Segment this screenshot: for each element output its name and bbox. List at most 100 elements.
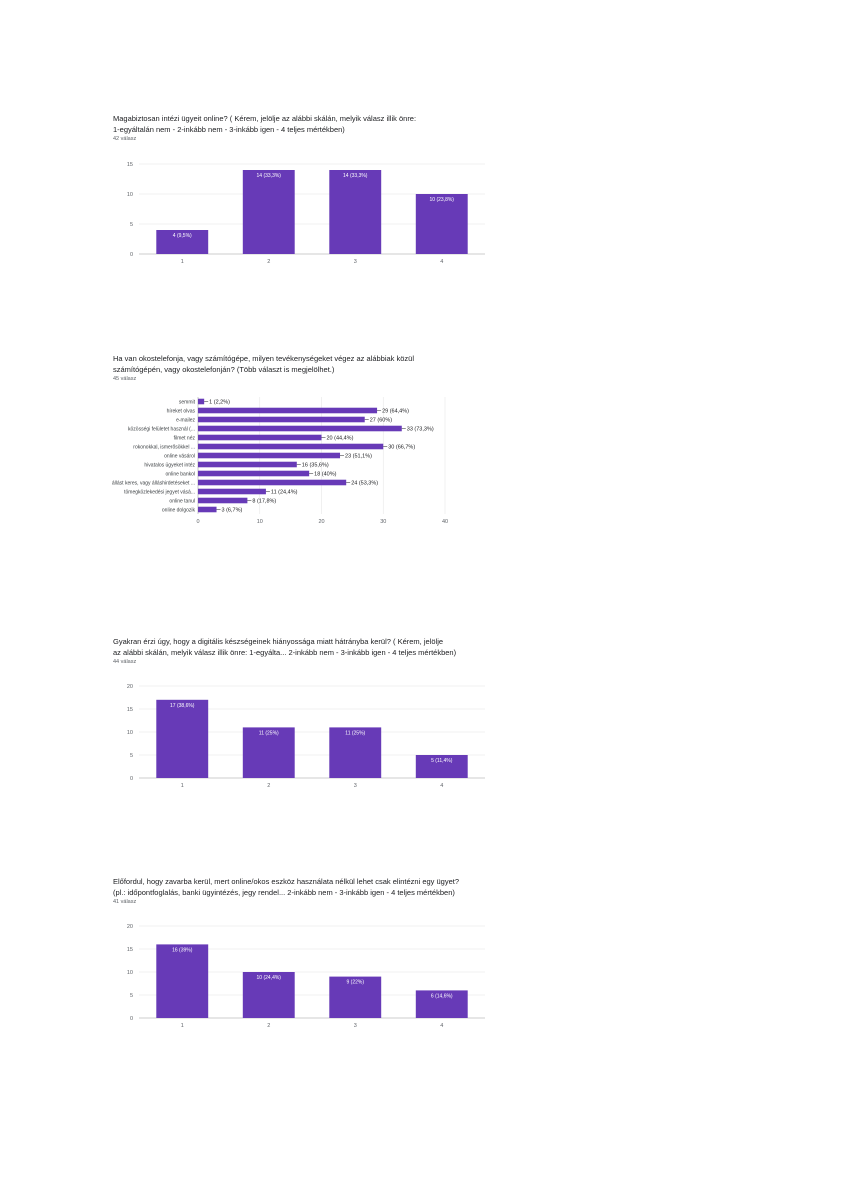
question-1-panel: Magabiztosan intézi ügyeit online? ( Kér… bbox=[113, 113, 485, 142]
x-tick-label: 4 bbox=[440, 783, 443, 789]
data-label: 6 (14,6%) bbox=[431, 993, 453, 999]
x-tick-label: 3 bbox=[354, 259, 357, 265]
data-label: 18 (40%) bbox=[314, 472, 336, 478]
bar bbox=[415, 194, 468, 254]
question-4-title-line2: (pl.: időpontfoglalás, banki ügyintézés,… bbox=[113, 888, 455, 897]
bar bbox=[329, 727, 382, 778]
x-tick-label: 2 bbox=[267, 1023, 270, 1029]
data-label: 11 (25%) bbox=[345, 730, 365, 736]
question-2-title-line1: Ha van okostelefonja, vagy számítógépe, … bbox=[113, 354, 415, 363]
category-label: rokonokkal, ismerősökkel ... bbox=[133, 445, 195, 451]
category-label: semmit bbox=[179, 400, 196, 406]
bar bbox=[329, 976, 382, 1018]
bar bbox=[156, 699, 209, 778]
category-label: online bankol bbox=[166, 472, 195, 478]
question-1-response-count: 42 válasz bbox=[113, 136, 137, 142]
y-tick-label: 0 bbox=[130, 776, 133, 782]
question-3-panel: Gyakran érzi úgy, hogy a digitális készs… bbox=[113, 636, 485, 665]
y-tick-label: 20 bbox=[127, 684, 133, 690]
bar bbox=[198, 461, 297, 468]
bar bbox=[198, 488, 266, 495]
bar bbox=[242, 170, 295, 254]
data-label: 8 (17,8%) bbox=[252, 499, 276, 505]
category-label: online dolgozik bbox=[162, 508, 196, 514]
chart-2: 0 10 20 30 40 semmit 1 (2,2%) híreket olvas 29 (… bbox=[112, 397, 448, 525]
y-tick-label: 10 bbox=[127, 970, 133, 976]
data-label: 27 (60%) bbox=[370, 418, 392, 424]
bar bbox=[198, 470, 310, 477]
y-tick-label: 15 bbox=[127, 162, 133, 168]
data-label: 10 (23,8%) bbox=[430, 197, 455, 203]
bar bbox=[198, 479, 347, 486]
question-3-title-line1: Gyakran érzi úgy, hogy a digitális készs… bbox=[113, 637, 444, 646]
data-label: 14 (33,3%) bbox=[343, 173, 368, 179]
question-1-title-line2: 1-egyáltalán nem - 2-inkább nem - 3-inká… bbox=[113, 125, 345, 134]
x-tick-label: 4 bbox=[440, 259, 443, 265]
x-tick-label: 1 bbox=[181, 783, 184, 789]
data-label: 10 (24,4%) bbox=[257, 975, 282, 981]
bar bbox=[198, 452, 341, 459]
bar bbox=[198, 434, 322, 441]
y-tick-label: 10 bbox=[127, 192, 133, 198]
x-tick-label: 40 bbox=[442, 519, 448, 525]
question-2-title-line2: számítógépén, vagy okostelefonján? (Több… bbox=[113, 365, 335, 374]
y-tick-label: 15 bbox=[127, 947, 133, 953]
data-label: 29 (64,4%) bbox=[382, 409, 409, 415]
question-4-title-line1: Előfordul, hogy zavarba kerül, mert onli… bbox=[113, 877, 460, 886]
x-tick-label: 20 bbox=[318, 519, 324, 525]
bar bbox=[242, 727, 295, 778]
data-label: 1 (2,2%) bbox=[209, 400, 230, 406]
bar bbox=[198, 425, 402, 432]
x-tick-label: 30 bbox=[380, 519, 386, 525]
y-tick-label: 5 bbox=[130, 222, 133, 228]
data-label: 33 (73,3%) bbox=[407, 427, 434, 433]
x-tick-label: 3 bbox=[354, 783, 357, 789]
category-label: tömegközlekedési jegyet vásá... bbox=[124, 490, 195, 496]
y-tick-label: 5 bbox=[130, 753, 133, 759]
data-label: 11 (24,4%) bbox=[271, 490, 298, 496]
chart-1: 0 5 10 15 4 (9,5%) 1 14 (33,3%) 2 14 (33,3%) 3 10 … bbox=[127, 162, 485, 265]
chart-3: 0 5 10 15 20 17 (38,6%) 1 11 (25%) 2 11 (25%) 3 5 (… bbox=[127, 684, 485, 789]
data-label: 30 (66,7%) bbox=[388, 445, 415, 451]
bar bbox=[242, 972, 295, 1018]
x-tick-label: 2 bbox=[267, 259, 270, 265]
category-label: online vásárol bbox=[164, 454, 195, 460]
question-2-panel: Ha van okostelefonja, vagy számítógépe, … bbox=[113, 353, 485, 382]
data-label: 20 (44,4%) bbox=[327, 436, 354, 442]
data-label: 5 (11,4%) bbox=[431, 758, 453, 764]
bar bbox=[415, 990, 468, 1018]
question-3-title-line2: az alábbi skálán, melyik válasz illik ön… bbox=[113, 648, 457, 657]
bar bbox=[329, 170, 382, 254]
data-label: 3 (6,7%) bbox=[222, 508, 243, 514]
x-tick-label: 0 bbox=[196, 519, 199, 525]
question-2-response-count: 45 válasz bbox=[113, 376, 137, 382]
x-tick-label: 10 bbox=[257, 519, 263, 525]
question-3-response-count: 44 válasz bbox=[113, 659, 137, 665]
bar bbox=[415, 755, 468, 778]
x-tick-label: 1 bbox=[181, 259, 184, 265]
bar bbox=[198, 407, 378, 414]
bar bbox=[156, 944, 209, 1018]
data-label: 14 (33,3%) bbox=[257, 173, 282, 179]
category-label: filmet néz bbox=[174, 436, 196, 442]
y-tick-label: 5 bbox=[130, 993, 133, 999]
bar bbox=[156, 230, 209, 254]
data-label: 17 (38,6%) bbox=[170, 703, 195, 709]
category-label: hivatalos ügyeket intéz bbox=[144, 463, 195, 469]
category-label: e-mailez bbox=[176, 418, 195, 424]
chart-4: 0 5 10 15 20 16 (39%) 1 10 (24,4%) 2 9 (22%) 3 6 (1… bbox=[127, 924, 485, 1029]
y-tick-label: 20 bbox=[127, 924, 133, 930]
y-tick-label: 15 bbox=[127, 707, 133, 713]
x-tick-label: 2 bbox=[267, 783, 270, 789]
data-label: 4 (9,5%) bbox=[173, 233, 192, 239]
y-tick-label: 0 bbox=[130, 1016, 133, 1022]
x-tick-label: 1 bbox=[181, 1023, 184, 1029]
data-label: 24 (53,3%) bbox=[351, 481, 378, 487]
data-label: 9 (22%) bbox=[346, 980, 364, 986]
question-4-response-count: 41 válasz bbox=[113, 899, 137, 905]
category-label: közösségi felületet használ (... bbox=[128, 427, 195, 433]
bar bbox=[198, 416, 365, 423]
x-tick-label: 4 bbox=[440, 1023, 443, 1029]
data-label: 23 (51,1%) bbox=[345, 454, 372, 460]
bar bbox=[198, 497, 248, 504]
